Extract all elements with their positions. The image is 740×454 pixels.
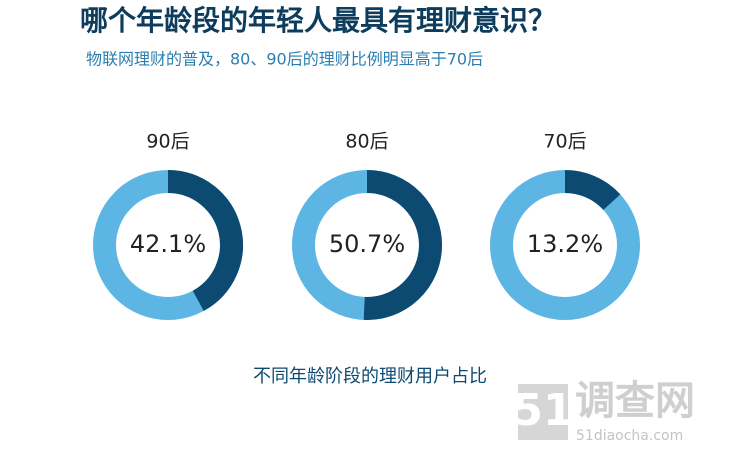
donut-segment	[564, 170, 621, 211]
chart-title: 哪个年龄段的年轻人最具有理财意识？	[80, 4, 556, 37]
chart-caption: 不同年龄阶段的理财用户占比	[253, 366, 487, 387]
value-label: 42.1%	[130, 230, 206, 258]
watermark: 51 调查网 51diaocha.com	[512, 378, 695, 444]
watermark-number: 51	[512, 385, 573, 436]
donut-segment	[167, 170, 243, 311]
category-label: 90后	[146, 131, 189, 153]
category-label: 70后	[543, 131, 586, 153]
category-label: 80后	[345, 131, 388, 153]
chart-subtitle: 物联网理财的普及，80、90后的理财比例明显高于70后	[86, 50, 483, 69]
watermark-box	[518, 384, 568, 440]
watermark-name: 调查网	[575, 378, 695, 424]
value-label: 50.7%	[329, 230, 405, 258]
donut-segment	[363, 170, 442, 320]
watermark-url: 51diaocha.com	[576, 428, 683, 444]
value-label: 13.2%	[527, 230, 603, 258]
